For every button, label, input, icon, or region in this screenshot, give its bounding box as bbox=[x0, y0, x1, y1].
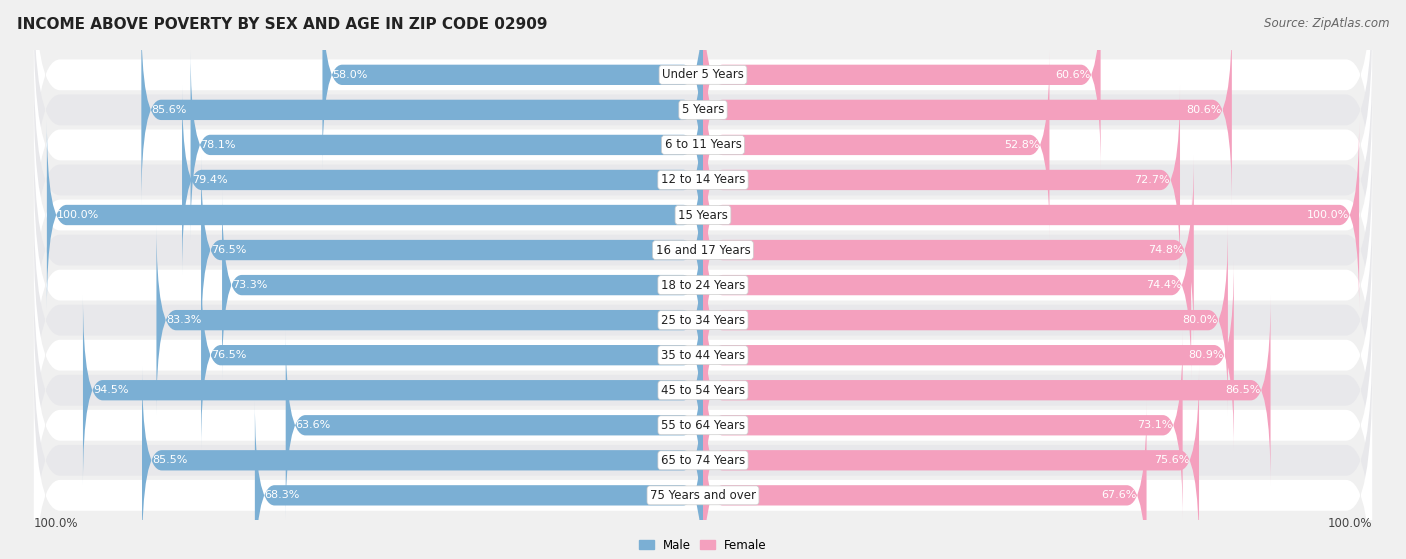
Text: 35 to 44 Years: 35 to 44 Years bbox=[661, 349, 745, 362]
Text: 18 to 24 Years: 18 to 24 Years bbox=[661, 278, 745, 292]
FancyBboxPatch shape bbox=[34, 335, 1372, 559]
Text: 25 to 34 Years: 25 to 34 Years bbox=[661, 314, 745, 326]
FancyBboxPatch shape bbox=[703, 225, 1227, 415]
Text: 52.8%: 52.8% bbox=[1004, 140, 1039, 150]
FancyBboxPatch shape bbox=[322, 0, 703, 170]
Text: 55 to 64 Years: 55 to 64 Years bbox=[661, 419, 745, 432]
Text: 86.5%: 86.5% bbox=[1226, 385, 1261, 395]
FancyBboxPatch shape bbox=[254, 400, 703, 559]
FancyBboxPatch shape bbox=[34, 266, 1372, 515]
Text: 72.7%: 72.7% bbox=[1135, 175, 1170, 185]
Text: 85.5%: 85.5% bbox=[152, 455, 187, 465]
Text: 78.1%: 78.1% bbox=[201, 140, 236, 150]
Text: 76.5%: 76.5% bbox=[211, 245, 246, 255]
Text: 12 to 14 Years: 12 to 14 Years bbox=[661, 173, 745, 187]
Text: 73.1%: 73.1% bbox=[1137, 420, 1173, 430]
FancyBboxPatch shape bbox=[201, 155, 703, 345]
Text: Source: ZipAtlas.com: Source: ZipAtlas.com bbox=[1264, 17, 1389, 30]
FancyBboxPatch shape bbox=[703, 366, 1199, 555]
FancyBboxPatch shape bbox=[34, 160, 1372, 410]
FancyBboxPatch shape bbox=[703, 120, 1360, 310]
FancyBboxPatch shape bbox=[34, 0, 1372, 200]
Text: 76.5%: 76.5% bbox=[211, 350, 246, 360]
FancyBboxPatch shape bbox=[142, 366, 703, 555]
Legend: Male, Female: Male, Female bbox=[634, 534, 772, 556]
Text: 80.9%: 80.9% bbox=[1188, 350, 1225, 360]
Text: 65 to 74 Years: 65 to 74 Years bbox=[661, 454, 745, 467]
Text: 100.0%: 100.0% bbox=[34, 517, 79, 530]
Text: 80.0%: 80.0% bbox=[1182, 315, 1218, 325]
Text: 79.4%: 79.4% bbox=[191, 175, 228, 185]
Text: 58.0%: 58.0% bbox=[332, 70, 367, 80]
Text: 6 to 11 Years: 6 to 11 Years bbox=[665, 139, 741, 151]
FancyBboxPatch shape bbox=[83, 295, 703, 485]
FancyBboxPatch shape bbox=[34, 301, 1372, 550]
Text: 5 Years: 5 Years bbox=[682, 103, 724, 116]
FancyBboxPatch shape bbox=[34, 20, 1372, 269]
FancyBboxPatch shape bbox=[34, 230, 1372, 480]
Text: 45 to 54 Years: 45 to 54 Years bbox=[661, 383, 745, 397]
FancyBboxPatch shape bbox=[703, 50, 1049, 240]
FancyBboxPatch shape bbox=[703, 295, 1271, 485]
FancyBboxPatch shape bbox=[34, 196, 1372, 445]
FancyBboxPatch shape bbox=[34, 90, 1372, 340]
Text: 74.8%: 74.8% bbox=[1149, 245, 1184, 255]
Text: 100.0%: 100.0% bbox=[1327, 517, 1372, 530]
FancyBboxPatch shape bbox=[34, 0, 1372, 235]
FancyBboxPatch shape bbox=[156, 225, 703, 415]
Text: 100.0%: 100.0% bbox=[1308, 210, 1350, 220]
Text: 60.6%: 60.6% bbox=[1056, 70, 1091, 80]
FancyBboxPatch shape bbox=[703, 190, 1191, 380]
Text: 74.4%: 74.4% bbox=[1146, 280, 1181, 290]
FancyBboxPatch shape bbox=[201, 260, 703, 450]
Text: 67.6%: 67.6% bbox=[1101, 490, 1136, 500]
Text: 16 and 17 Years: 16 and 17 Years bbox=[655, 244, 751, 257]
Text: 83.3%: 83.3% bbox=[166, 315, 201, 325]
FancyBboxPatch shape bbox=[34, 55, 1372, 305]
FancyBboxPatch shape bbox=[285, 330, 703, 520]
FancyBboxPatch shape bbox=[34, 371, 1372, 559]
Text: 94.5%: 94.5% bbox=[93, 385, 128, 395]
Text: 85.6%: 85.6% bbox=[152, 105, 187, 115]
Text: 100.0%: 100.0% bbox=[56, 210, 98, 220]
Text: 75 Years and over: 75 Years and over bbox=[650, 489, 756, 502]
FancyBboxPatch shape bbox=[703, 260, 1234, 450]
FancyBboxPatch shape bbox=[191, 50, 703, 240]
FancyBboxPatch shape bbox=[222, 190, 703, 380]
FancyBboxPatch shape bbox=[703, 330, 1182, 520]
Text: 15 Years: 15 Years bbox=[678, 209, 728, 221]
FancyBboxPatch shape bbox=[703, 15, 1232, 205]
FancyBboxPatch shape bbox=[703, 155, 1194, 345]
FancyBboxPatch shape bbox=[703, 85, 1180, 275]
FancyBboxPatch shape bbox=[181, 85, 703, 275]
FancyBboxPatch shape bbox=[703, 0, 1101, 170]
Text: 68.3%: 68.3% bbox=[264, 490, 299, 500]
Text: 80.6%: 80.6% bbox=[1187, 105, 1222, 115]
FancyBboxPatch shape bbox=[46, 120, 703, 310]
Text: 75.6%: 75.6% bbox=[1154, 455, 1189, 465]
FancyBboxPatch shape bbox=[703, 400, 1146, 559]
FancyBboxPatch shape bbox=[34, 125, 1372, 375]
Text: 73.3%: 73.3% bbox=[232, 280, 267, 290]
Text: INCOME ABOVE POVERTY BY SEX AND AGE IN ZIP CODE 02909: INCOME ABOVE POVERTY BY SEX AND AGE IN Z… bbox=[17, 17, 547, 32]
FancyBboxPatch shape bbox=[142, 15, 703, 205]
Text: Under 5 Years: Under 5 Years bbox=[662, 68, 744, 82]
Text: 63.6%: 63.6% bbox=[295, 420, 330, 430]
